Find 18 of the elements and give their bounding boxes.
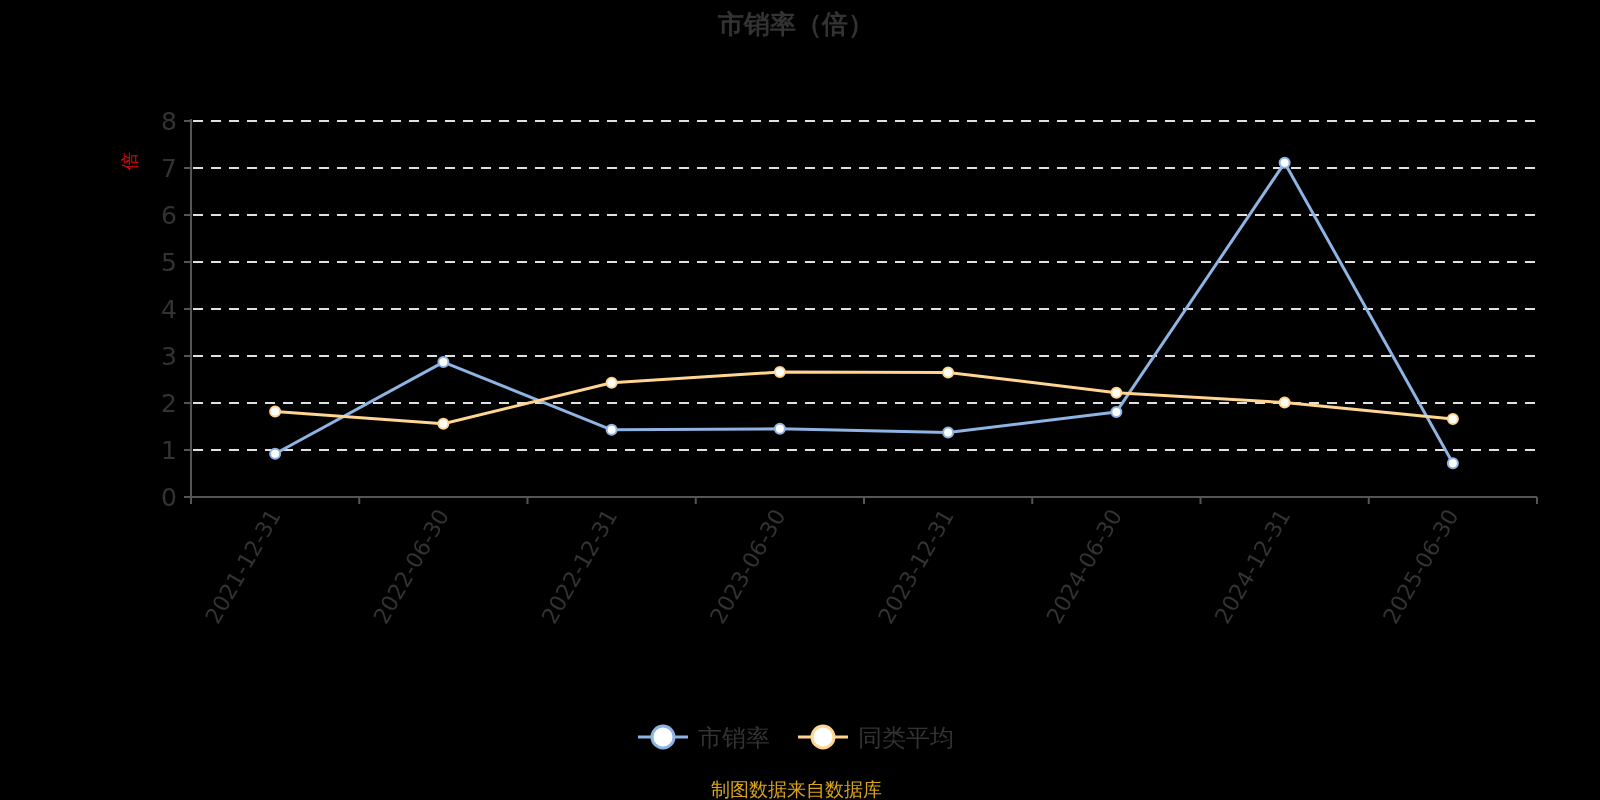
point xyxy=(1446,412,1459,425)
point xyxy=(942,426,955,439)
point xyxy=(269,447,282,460)
point xyxy=(942,366,955,379)
point xyxy=(1110,405,1123,418)
point xyxy=(1446,457,1459,470)
point xyxy=(1278,156,1291,169)
point xyxy=(1278,396,1291,409)
point xyxy=(269,405,282,418)
annotation: 制图数据来自数据库 xyxy=(710,778,882,800)
point xyxy=(605,376,618,389)
point xyxy=(773,422,786,435)
point xyxy=(437,356,450,369)
point xyxy=(773,365,786,378)
point xyxy=(437,417,450,430)
point xyxy=(605,423,618,436)
ylabel: 倍 xyxy=(118,152,140,170)
point xyxy=(1110,386,1123,399)
